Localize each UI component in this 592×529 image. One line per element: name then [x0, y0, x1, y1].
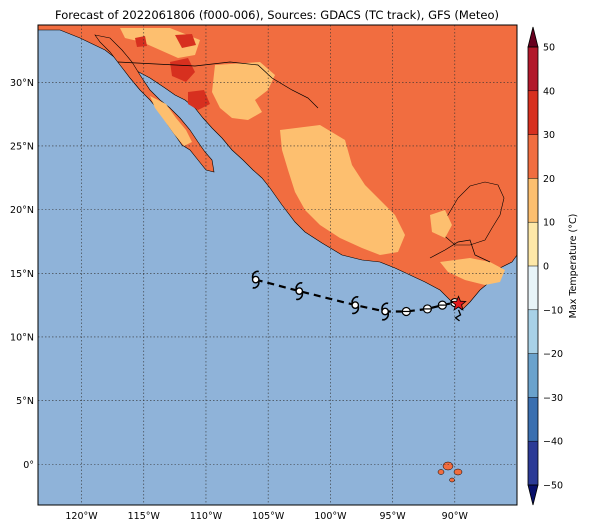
y-tick-label: 15°N	[10, 269, 34, 280]
colorbar-tick-label: −20	[543, 349, 563, 360]
latitude-ticks: 0° 5°N 10°N 15°N 20°N 25°N 30°N	[10, 78, 34, 471]
x-tick-label: 120°W	[65, 511, 98, 522]
colorbar-band	[528, 353, 538, 398]
zone-30-40-north	[175, 34, 196, 48]
colorbar-band	[528, 178, 538, 223]
colorbar-tick-label: 0	[543, 262, 549, 273]
figure-title: Forecast of 2022061806 (f000-006), Sourc…	[55, 8, 499, 22]
cyclone-track	[251, 270, 467, 322]
y-tick-label: 30°N	[10, 78, 34, 89]
colorbar-band	[528, 397, 538, 442]
border-guatemala	[429, 239, 491, 263]
colorbar-label: Max Temperature (°C)	[568, 214, 579, 319]
x-tick-label: 105°W	[252, 511, 285, 522]
y-tick-label: 10°N	[10, 332, 34, 343]
x-tick-label: 95°W	[379, 511, 406, 522]
colorbar-band	[528, 47, 538, 91]
colorbar-tick-label: −40	[543, 437, 563, 448]
track-line	[255, 278, 459, 313]
hurricane-icon	[381, 302, 390, 321]
colorbar-tick-label: 50	[543, 43, 555, 54]
zone-30-40-small	[135, 36, 147, 47]
x-tick-label: 90°W	[442, 511, 469, 522]
border-us-mexico	[117, 61, 319, 109]
longitude-ticks: 120°W 115°W 110°W 105°W 100°W 95°W 90°W	[65, 511, 468, 522]
galapagos-islands	[437, 461, 463, 483]
storm-icon	[422, 304, 433, 314]
colorbar-band	[528, 134, 538, 179]
map-frame	[37, 24, 518, 506]
zone-10-20-sierra	[430, 210, 452, 238]
map-panel	[38, 25, 517, 505]
zone-30-40-sonora	[170, 58, 195, 82]
zone-10-20-central	[280, 125, 405, 255]
colorbar-tick-label: −50	[543, 481, 563, 492]
colorbar-tick-label: 20	[543, 174, 555, 185]
colorbar-tick-label: −30	[543, 393, 563, 404]
y-tick-label: 0°	[23, 460, 34, 471]
y-tick-label: 20°N	[10, 205, 34, 216]
colorbar-band	[528, 222, 538, 266]
colorbar-tick-label: −10	[543, 305, 563, 316]
x-tick-label: 115°W	[128, 511, 161, 522]
colorbar-band	[528, 309, 538, 354]
storm-icon	[401, 306, 411, 317]
x-tick-label: 100°W	[314, 511, 347, 522]
graticule	[38, 25, 517, 505]
colorbar-tick-label: 40	[543, 86, 555, 97]
hurricane-icon	[351, 296, 360, 315]
x-tick-label: 110°W	[190, 511, 223, 522]
hurricane-icon	[295, 282, 304, 301]
zone-30-40-chihuahua	[188, 90, 210, 110]
colorbar: 50 40 30 20 10 0 −10 −20 −30 −40 −50	[527, 26, 563, 506]
colorbar-extend-min	[527, 484, 539, 506]
zone-10-20-guatemala	[440, 258, 505, 285]
hurricane-icon	[251, 270, 260, 289]
colorbar-band	[528, 266, 538, 310]
colorbar-band	[528, 441, 538, 485]
land-yucatan	[439, 181, 505, 246]
colorbar-tick-label: 10	[543, 218, 555, 229]
zone-10-20-baja	[150, 96, 192, 146]
storm-icon	[437, 300, 447, 310]
track-tail	[454, 309, 462, 322]
y-tick-label: 25°N	[10, 141, 34, 152]
zone-10-20-plateau	[212, 62, 275, 120]
colorbar-band	[528, 90, 538, 135]
star-icon	[450, 295, 467, 311]
colorbar-extend-max	[527, 26, 539, 48]
y-tick-label: 5°N	[16, 396, 34, 407]
colorbar-tick-label: 30	[543, 130, 555, 141]
